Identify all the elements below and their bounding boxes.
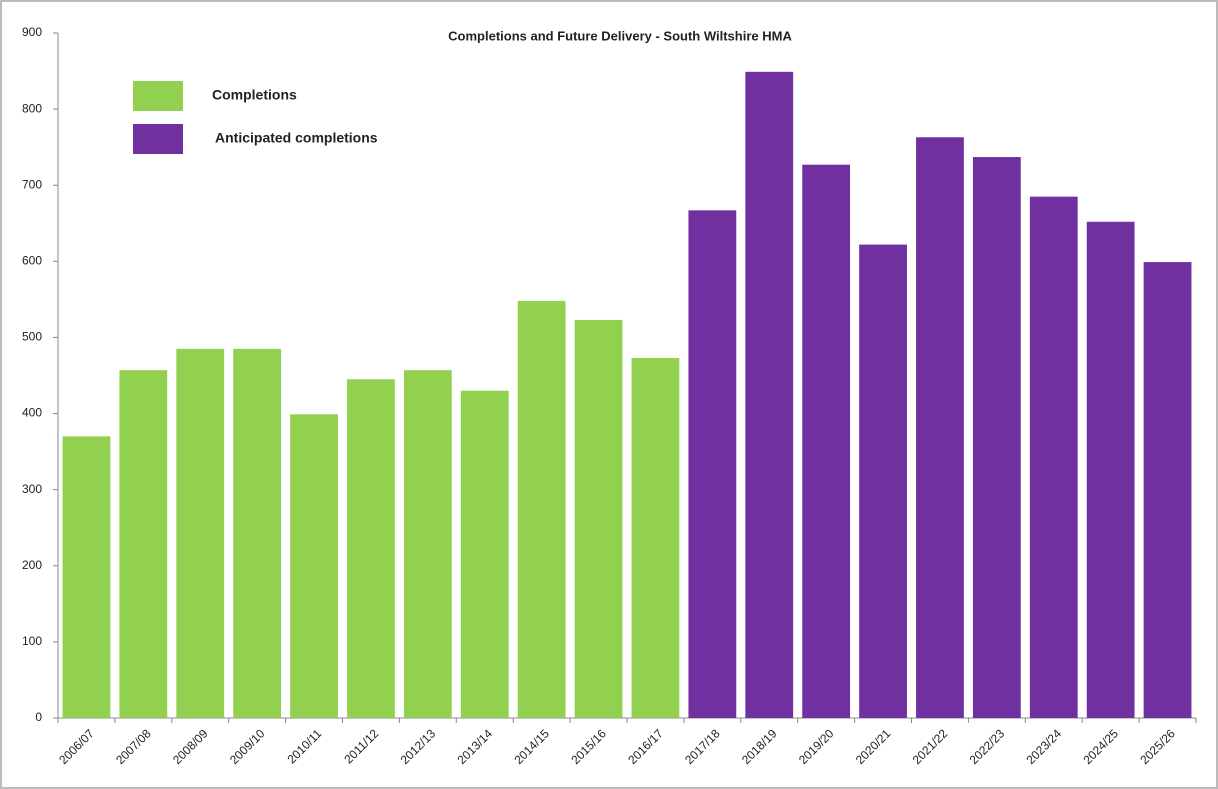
y-tick-label: 400 (22, 406, 42, 420)
legend-swatch (133, 124, 183, 154)
bar (62, 436, 111, 718)
bar (745, 71, 794, 719)
y-tick-label: 0 (35, 710, 42, 724)
y-tick-label: 900 (22, 25, 42, 39)
y-tick-label: 800 (22, 101, 42, 115)
y-tick-label: 200 (22, 558, 42, 572)
bar (916, 137, 964, 718)
bar (1143, 262, 1192, 718)
y-tick-label: 300 (22, 482, 42, 496)
bar (631, 357, 680, 718)
legend-label: Completions (212, 87, 297, 103)
bar (859, 244, 907, 719)
bar (119, 370, 168, 718)
bar (1029, 196, 1078, 718)
bar (574, 319, 623, 718)
y-tick-label: 100 (22, 634, 42, 648)
bar (972, 157, 1021, 719)
bar (347, 379, 395, 718)
bar (176, 348, 225, 718)
y-tick-label: 500 (22, 330, 42, 344)
y-tick-label: 700 (22, 177, 42, 191)
bar (688, 210, 737, 719)
legend-label: Anticipated completions (215, 130, 378, 146)
y-tick-label: 600 (22, 254, 42, 268)
bar (517, 300, 566, 718)
bar (460, 390, 509, 718)
bar (403, 370, 452, 718)
bar (290, 414, 338, 718)
legend-swatch (133, 81, 183, 111)
bar (1086, 221, 1135, 718)
bar (802, 164, 851, 718)
chart-title: Completions and Future Delivery - South … (448, 28, 792, 43)
bar (233, 348, 282, 718)
